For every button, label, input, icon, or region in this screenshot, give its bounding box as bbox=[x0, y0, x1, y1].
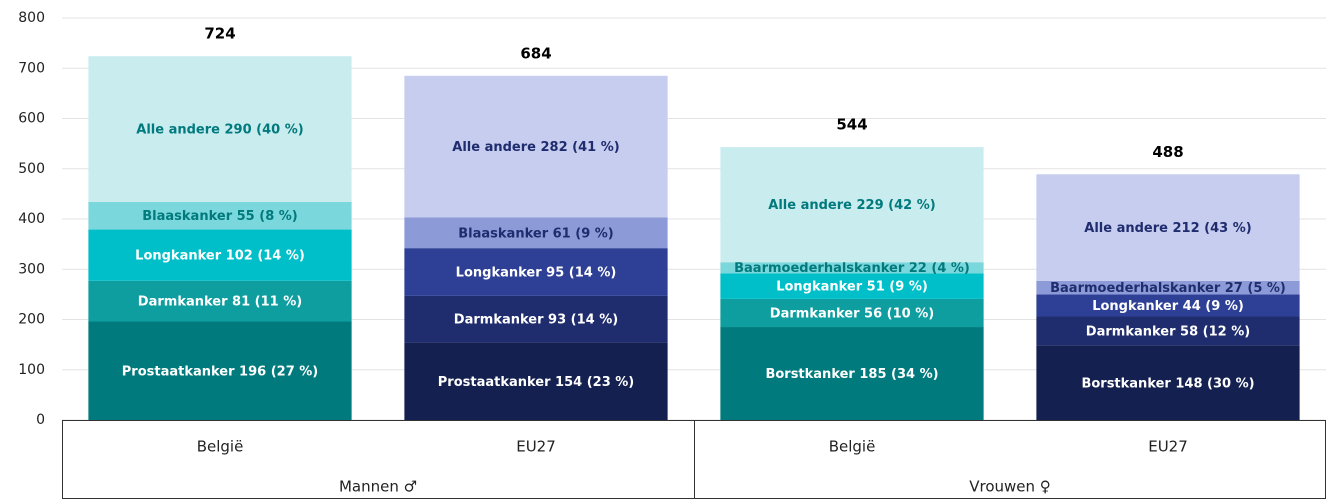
segment-label: Alle andere 290 (40 %) bbox=[136, 123, 303, 138]
y-tick-label: 500 bbox=[18, 161, 45, 177]
y-tick-label: 100 bbox=[18, 362, 45, 378]
segment-label: Darmkanker 56 (10 %) bbox=[770, 306, 934, 321]
total-label: 544 bbox=[836, 116, 867, 134]
group-label: Vrouwen ♀ bbox=[969, 478, 1051, 496]
segment-label: Alle andere 212 (43 %) bbox=[1084, 221, 1251, 236]
segment-label: Darmkanker 58 (12 %) bbox=[1086, 325, 1250, 340]
y-tick-label: 800 bbox=[18, 10, 45, 26]
y-tick-label: 600 bbox=[18, 111, 45, 127]
bar-segment bbox=[404, 248, 668, 296]
segment-label: Longkanker 51 (9 %) bbox=[776, 280, 928, 295]
segment-label: Longkanker 102 (14 %) bbox=[135, 249, 305, 264]
bar-segment bbox=[404, 342, 668, 420]
bar-segment bbox=[404, 295, 668, 343]
x-tick-label: België bbox=[197, 438, 244, 456]
bar-segment bbox=[720, 262, 984, 274]
bar-segment bbox=[404, 217, 668, 249]
bar-segment bbox=[1036, 316, 1300, 346]
bar-segment bbox=[720, 327, 984, 420]
bar-segment bbox=[88, 201, 352, 230]
bar-segment bbox=[88, 280, 352, 322]
bar-segment bbox=[404, 75, 668, 218]
y-tick-label: 200 bbox=[18, 312, 45, 328]
segment-label: Borstkanker 148 (30 %) bbox=[1081, 376, 1254, 391]
y-tick-label: 300 bbox=[18, 261, 45, 277]
x-tick-label: België bbox=[829, 438, 876, 456]
segment-label: Longkanker 95 (14 %) bbox=[456, 266, 617, 281]
bar-segment bbox=[720, 298, 984, 328]
segment-label: Alle andere 229 (42 %) bbox=[768, 198, 935, 213]
segment-label: Baarmoederhalskanker 22 (4 %) bbox=[734, 261, 970, 276]
bar-segment bbox=[1036, 294, 1300, 317]
segment-label: Blaaskanker 55 (8 %) bbox=[142, 209, 297, 224]
bar-segment bbox=[720, 273, 984, 299]
bar-segment bbox=[1036, 280, 1300, 295]
segment-label: Borstkanker 185 (34 %) bbox=[765, 367, 938, 382]
segment-label: Longkanker 44 (9 %) bbox=[1092, 299, 1244, 314]
segment-label: Prostaatkanker 196 (27 %) bbox=[122, 364, 319, 379]
x-tick-label: EU27 bbox=[516, 438, 556, 456]
total-label: 488 bbox=[1152, 143, 1183, 161]
segment-label: Baarmoederhalskanker 27 (5 %) bbox=[1050, 281, 1286, 296]
segment-label: Darmkanker 93 (14 %) bbox=[454, 313, 618, 328]
segment-label: Darmkanker 81 (11 %) bbox=[138, 295, 302, 310]
segment-label: Blaaskanker 61 (9 %) bbox=[458, 226, 613, 241]
x-tick-label: EU27 bbox=[1148, 438, 1188, 456]
bar-segment bbox=[88, 321, 352, 420]
y-tick-label: 400 bbox=[18, 211, 45, 227]
bar-segment bbox=[1036, 345, 1300, 420]
segment-label: Prostaatkanker 154 (23 %) bbox=[438, 375, 635, 390]
segment-label: Alle andere 282 (41 %) bbox=[452, 140, 619, 155]
bar-segment bbox=[88, 229, 352, 281]
total-label: 684 bbox=[520, 44, 551, 62]
total-label: 724 bbox=[204, 25, 235, 43]
y-tick-label: 0 bbox=[36, 412, 45, 428]
bar-segment bbox=[1036, 174, 1300, 281]
y-tick-label: 700 bbox=[18, 60, 45, 76]
bar-segment bbox=[88, 56, 352, 202]
group-label: Mannen ♂ bbox=[339, 478, 417, 496]
bar-segment bbox=[720, 147, 984, 263]
